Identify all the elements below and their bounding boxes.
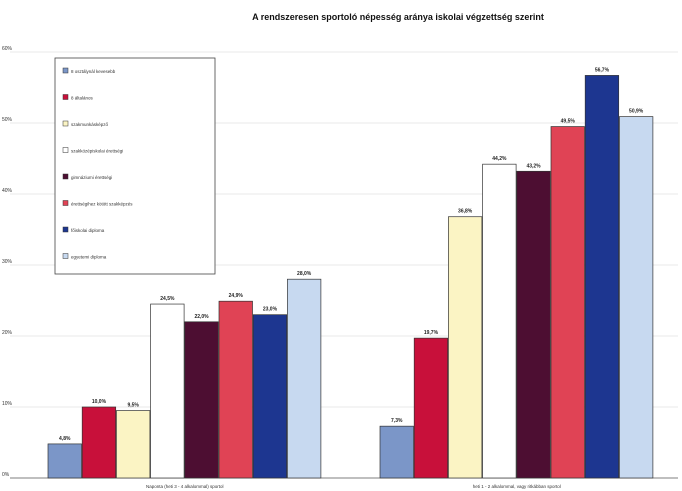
- data-label: 24,9%: [229, 293, 244, 299]
- legend-entry: szakmunkásképző: [71, 122, 109, 127]
- data-label: 43,2%: [526, 163, 541, 169]
- data-label: 36,8%: [458, 209, 473, 215]
- legend-entry: főiskolai diploma: [71, 228, 105, 233]
- bar: [380, 426, 414, 478]
- legend-entry: szakközépiskolai érettségi: [71, 149, 123, 154]
- data-label: 22,0%: [194, 314, 209, 320]
- bar: [151, 304, 185, 478]
- data-label: 7,3%: [391, 418, 403, 424]
- x-axis-categories: Naponta (heti 3 - 4 alkalommal) sportol h…: [146, 484, 561, 489]
- legend-box: [55, 58, 215, 274]
- bar: [517, 171, 551, 478]
- chart-title: A rendszeresen sportoló népesség aránya …: [252, 12, 544, 22]
- legend-entry: 8 osztálynál kevesebb: [71, 69, 116, 74]
- data-label: 50,9%: [629, 109, 644, 115]
- bar: [185, 322, 219, 478]
- legend-swatch: [63, 148, 68, 153]
- bar: [414, 338, 448, 478]
- y-tick-label: 20%: [2, 330, 13, 336]
- legend: 8 osztálynál kevesebb 8 általános szakmunk…: [55, 58, 215, 274]
- data-label: 24,5%: [160, 296, 175, 302]
- legend-entry: 8 általános: [71, 96, 94, 101]
- bar: [219, 301, 253, 478]
- data-label: 28,0%: [297, 271, 312, 277]
- legend-swatch: [63, 201, 68, 206]
- bar: [551, 127, 585, 478]
- bar: [116, 411, 149, 478]
- bar: [448, 217, 482, 478]
- legend-swatch: [63, 174, 68, 179]
- legend-swatch: [63, 68, 68, 73]
- y-tick-label: 40%: [2, 188, 13, 194]
- y-tick-label: 10%: [2, 401, 13, 407]
- data-label: 44,2%: [492, 156, 507, 162]
- data-label: 19,7%: [424, 330, 439, 336]
- data-label: 23,0%: [263, 307, 278, 313]
- bar: [253, 315, 287, 478]
- legend-entry: érettségihez kötött szakképzés: [71, 202, 133, 207]
- y-axis-ticks: 0% 10% 20% 30% 40% 50% 60%: [2, 46, 13, 478]
- data-label: 4,8%: [59, 436, 71, 442]
- data-label: 9,5%: [127, 403, 139, 409]
- data-label: 10,0%: [92, 399, 107, 405]
- category-label: Naponta (heti 3 - 4 alkalommal) sportol: [146, 484, 224, 489]
- bar: [82, 407, 116, 478]
- y-tick-label: 60%: [2, 46, 13, 52]
- data-label: 49,5%: [561, 119, 576, 125]
- bar: [619, 117, 653, 478]
- bar: [483, 164, 516, 478]
- y-tick-label: 30%: [2, 259, 13, 265]
- legend-swatch: [63, 227, 68, 232]
- legend-swatch: [63, 254, 68, 259]
- y-tick-label: 50%: [2, 117, 13, 123]
- category-label: heti 1 - 2 alkalommal, vagy ritkábban sp…: [473, 484, 561, 489]
- bar: [585, 75, 619, 478]
- legend-swatch: [63, 95, 68, 100]
- legend-swatch: [63, 121, 68, 126]
- bar: [48, 444, 82, 478]
- legend-entry: egyetemi diploma: [71, 255, 107, 260]
- data-label: 56,7%: [595, 67, 610, 73]
- legend-entry: gimnáziumi érettségi: [71, 175, 112, 180]
- bar: [287, 279, 321, 478]
- y-tick-label: 0%: [2, 472, 10, 478]
